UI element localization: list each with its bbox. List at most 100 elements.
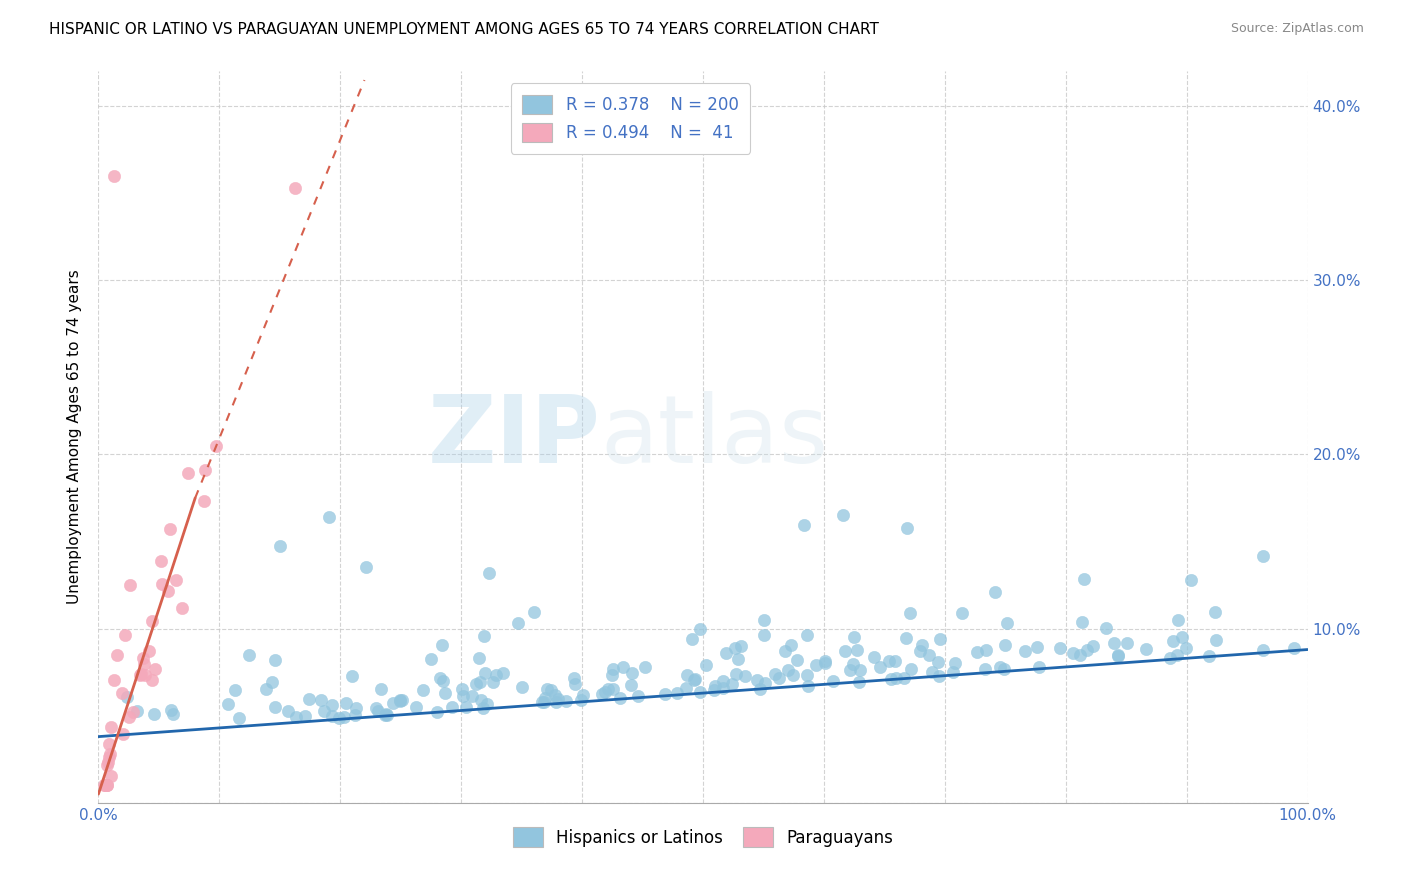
Point [842,657,865,671]
Point [900,663,922,677]
Point [333,710,356,724]
Point [725,667,748,681]
Point [533,695,555,709]
Point [988,660,1011,674]
Point [884,655,907,669]
Point [695,657,717,672]
Point [389,693,412,707]
Point [994,638,1017,652]
Point [752,627,775,641]
Point [429,671,451,685]
Point [512,680,534,694]
Point [1115,636,1137,650]
Point [118,578,141,592]
Point [1161,634,1184,648]
Point [1083,639,1105,653]
Point [115,690,138,704]
Point [621,665,644,680]
Point [264,700,287,714]
Point [910,638,932,652]
Point [100,721,122,735]
Point [194,463,217,477]
Point [908,644,931,658]
Text: HISPANIC OR LATINO VS PARAGUAYAN UNEMPLOYMENT AMONG AGES 65 TO 74 YEARS CORRELAT: HISPANIC OR LATINO VS PARAGUAYAN UNEMPLO… [49,22,879,37]
Point [928,632,950,646]
Point [1159,651,1181,665]
Point [834,644,856,658]
Point [170,601,193,615]
Point [765,667,787,681]
Point [321,698,343,712]
Point [432,638,454,652]
Point [118,710,141,724]
Point [974,643,997,657]
Point [269,539,291,553]
Text: ZIP: ZIP [427,391,600,483]
Point [96,778,118,792]
Point [754,613,776,627]
Point [468,674,491,689]
Point [993,662,1015,676]
Point [780,638,803,652]
Point [773,644,796,658]
Point [536,681,558,696]
Text: atlas: atlas [600,391,828,483]
Point [540,683,562,698]
Point [530,695,553,709]
Point [1028,660,1050,674]
Point [285,710,308,724]
Point [134,657,156,671]
Point [111,686,134,700]
Point [134,667,156,681]
Point [689,622,711,636]
Point [782,668,804,682]
Point [142,707,165,722]
Point [879,654,901,668]
Point [217,698,239,712]
Point [321,709,343,723]
Point [896,521,918,535]
Point [129,668,152,682]
Point [132,650,155,665]
Point [675,681,697,695]
Point [612,660,634,674]
Point [263,653,285,667]
Point [942,665,965,680]
Point [103,169,125,183]
Point [434,686,457,700]
Point [96,778,118,792]
Point [98,738,121,752]
Point [721,676,744,690]
Point [141,673,163,688]
Point [475,697,498,711]
Point [893,671,915,685]
Point [894,631,917,645]
Point [1135,642,1157,657]
Point [478,566,501,581]
Point [921,665,943,679]
Point [143,662,166,676]
Point [1073,573,1095,587]
Point [1174,640,1197,655]
Point [564,671,586,685]
Point [554,693,576,707]
Point [426,705,449,719]
Point [533,691,555,706]
Point [474,666,496,681]
Point [1251,549,1274,563]
Point [93,778,115,792]
Point [839,663,862,677]
Point [165,574,187,588]
Point [419,652,441,666]
Point [96,757,118,772]
Point [704,679,727,693]
Point [309,693,332,707]
Point [111,726,134,740]
Point [786,652,808,666]
Point [523,605,546,619]
Point [159,522,181,536]
Point [1104,636,1126,650]
Point [121,705,143,719]
Point [745,673,768,687]
Point [596,682,619,697]
